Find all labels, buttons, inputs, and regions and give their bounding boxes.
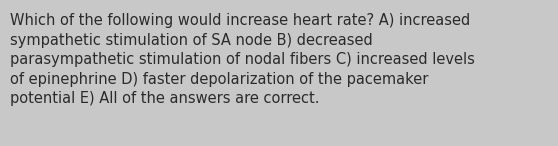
Text: Which of the following would increase heart rate? A) increased
sympathetic stimu: Which of the following would increase he… [10,13,475,106]
